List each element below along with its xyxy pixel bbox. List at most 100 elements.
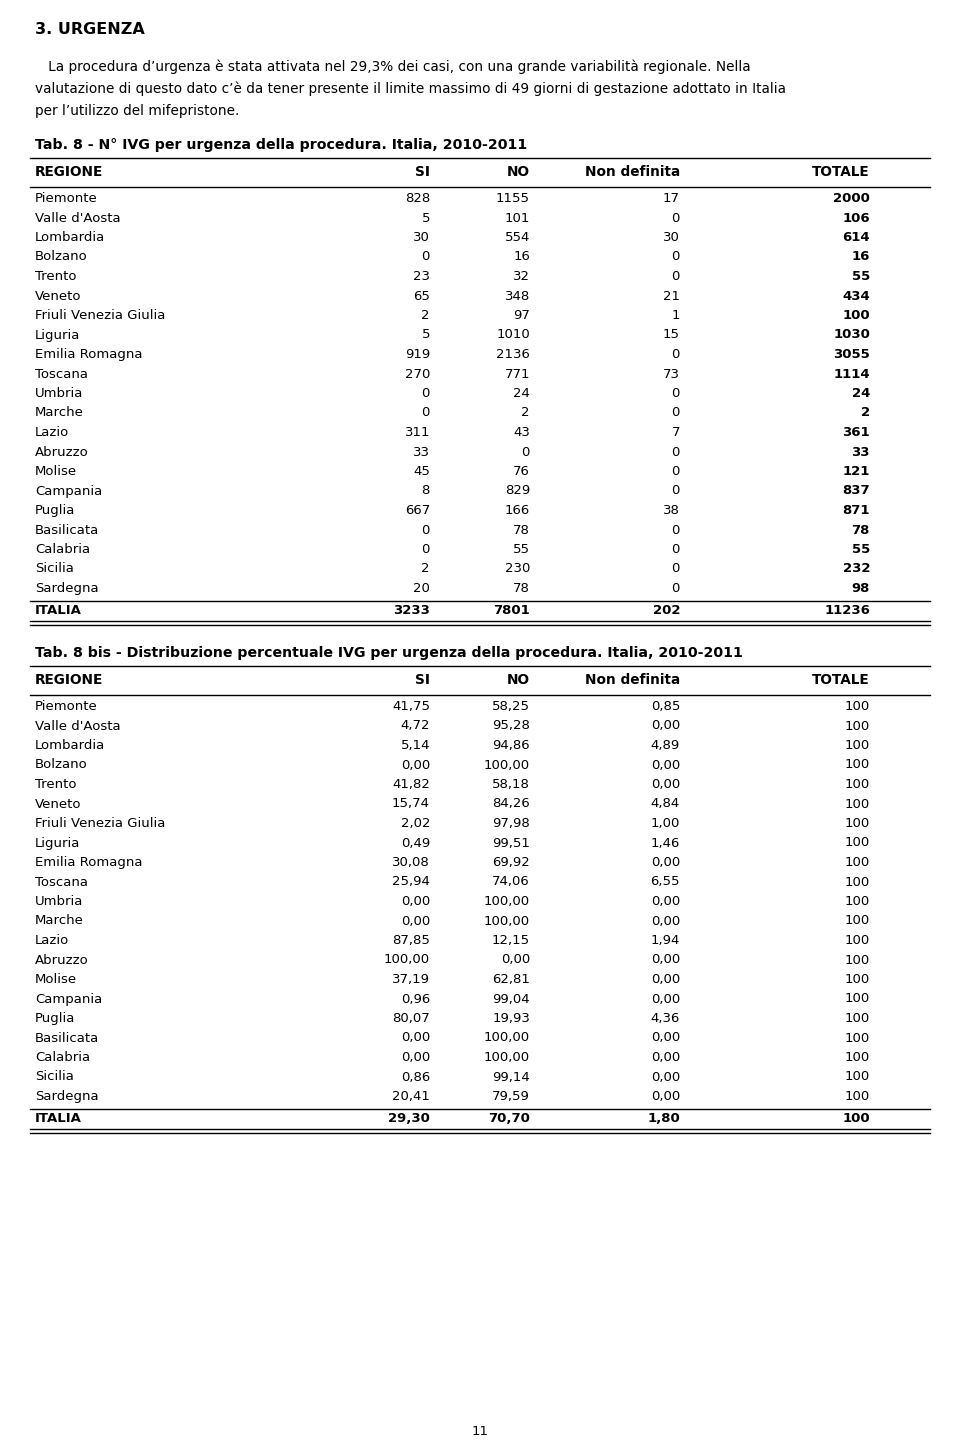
Text: 65: 65 [413,290,430,303]
Text: 5: 5 [421,211,430,224]
Text: Calabria: Calabria [35,1051,90,1064]
Text: Toscana: Toscana [35,876,88,889]
Text: Marche: Marche [35,915,84,927]
Text: 0,00: 0,00 [400,915,430,927]
Text: 837: 837 [842,485,870,498]
Text: 0: 0 [672,445,680,458]
Text: 0,00: 0,00 [651,758,680,771]
Text: 0: 0 [421,387,430,400]
Text: 0: 0 [421,250,430,263]
Text: 21: 21 [663,290,680,303]
Text: 78: 78 [514,582,530,595]
Text: 100,00: 100,00 [484,915,530,927]
Text: 100: 100 [845,1013,870,1024]
Text: 2000: 2000 [833,192,870,205]
Text: 0: 0 [521,445,530,458]
Text: Toscana: Toscana [35,368,88,381]
Text: Piemonte: Piemonte [35,700,98,713]
Text: 58,25: 58,25 [492,700,530,713]
Text: 828: 828 [405,192,430,205]
Text: 3233: 3233 [394,604,430,617]
Text: Veneto: Veneto [35,290,82,303]
Text: 97,98: 97,98 [492,818,530,829]
Text: 1,80: 1,80 [647,1113,680,1126]
Text: 15: 15 [663,329,680,342]
Text: 100: 100 [845,797,870,810]
Text: 554: 554 [505,231,530,244]
Text: 0: 0 [421,543,430,556]
Text: 0: 0 [672,524,680,537]
Text: 97: 97 [514,308,530,322]
Text: Abruzzo: Abruzzo [35,953,88,966]
Text: 0,00: 0,00 [651,1090,680,1103]
Text: 232: 232 [843,563,870,576]
Text: 100: 100 [845,992,870,1005]
Text: Non definita: Non definita [585,164,680,179]
Text: 100: 100 [845,876,870,889]
Text: 100: 100 [845,856,870,869]
Text: 0: 0 [672,250,680,263]
Text: 0: 0 [421,524,430,537]
Text: 2,02: 2,02 [400,818,430,829]
Text: 7: 7 [671,426,680,439]
Text: Emilia Romagna: Emilia Romagna [35,348,142,361]
Text: 100: 100 [845,953,870,966]
Text: 100: 100 [845,973,870,986]
Text: 0,00: 0,00 [651,778,680,792]
Text: 0,00: 0,00 [651,1071,680,1084]
Text: 270: 270 [404,368,430,381]
Text: Friuli Venezia Giulia: Friuli Venezia Giulia [35,308,165,322]
Text: 0: 0 [672,485,680,498]
Text: Non definita: Non definita [585,674,680,687]
Text: 23: 23 [413,271,430,284]
Text: 0,00: 0,00 [651,992,680,1005]
Text: 11236: 11236 [824,604,870,617]
Text: 99,04: 99,04 [492,992,530,1005]
Text: 19,93: 19,93 [492,1013,530,1024]
Text: Emilia Romagna: Emilia Romagna [35,856,142,869]
Text: 94,86: 94,86 [492,739,530,752]
Text: Molise: Molise [35,466,77,479]
Text: Liguria: Liguria [35,837,81,850]
Text: 100: 100 [845,934,870,947]
Text: Liguria: Liguria [35,329,81,342]
Text: 55: 55 [852,543,870,556]
Text: SI: SI [415,674,430,687]
Text: 771: 771 [505,368,530,381]
Text: 871: 871 [843,503,870,517]
Text: 829: 829 [505,485,530,498]
Text: TOTALE: TOTALE [812,164,870,179]
Text: NO: NO [507,164,530,179]
Text: 20: 20 [413,582,430,595]
Text: 100: 100 [845,700,870,713]
Text: 121: 121 [843,466,870,479]
Text: 100,00: 100,00 [484,1051,530,1064]
Text: Sardegna: Sardegna [35,582,99,595]
Text: 2: 2 [421,308,430,322]
Text: 6,55: 6,55 [651,876,680,889]
Text: 16: 16 [514,250,530,263]
Text: 919: 919 [405,348,430,361]
Text: 25,94: 25,94 [392,876,430,889]
Text: 0,00: 0,00 [400,1051,430,1064]
Text: Bolzano: Bolzano [35,250,87,263]
Text: 1,46: 1,46 [651,837,680,850]
Text: 101: 101 [505,211,530,224]
Text: 0: 0 [672,211,680,224]
Text: 33: 33 [413,445,430,458]
Text: 99,14: 99,14 [492,1071,530,1084]
Text: Lombardia: Lombardia [35,231,106,244]
Text: 3. URGENZA: 3. URGENZA [35,22,145,36]
Text: 87,85: 87,85 [392,934,430,947]
Text: Piemonte: Piemonte [35,192,98,205]
Text: 0,00: 0,00 [400,1032,430,1045]
Text: Tab. 8 - N° IVG per urgenza della procedura. Italia, 2010-2011: Tab. 8 - N° IVG per urgenza della proced… [35,138,527,151]
Text: 33: 33 [852,445,870,458]
Text: 1155: 1155 [496,192,530,205]
Text: 0,00: 0,00 [651,973,680,986]
Text: 166: 166 [505,503,530,517]
Text: 0,00: 0,00 [400,758,430,771]
Text: 667: 667 [405,503,430,517]
Text: 78: 78 [852,524,870,537]
Text: 70,70: 70,70 [488,1113,530,1126]
